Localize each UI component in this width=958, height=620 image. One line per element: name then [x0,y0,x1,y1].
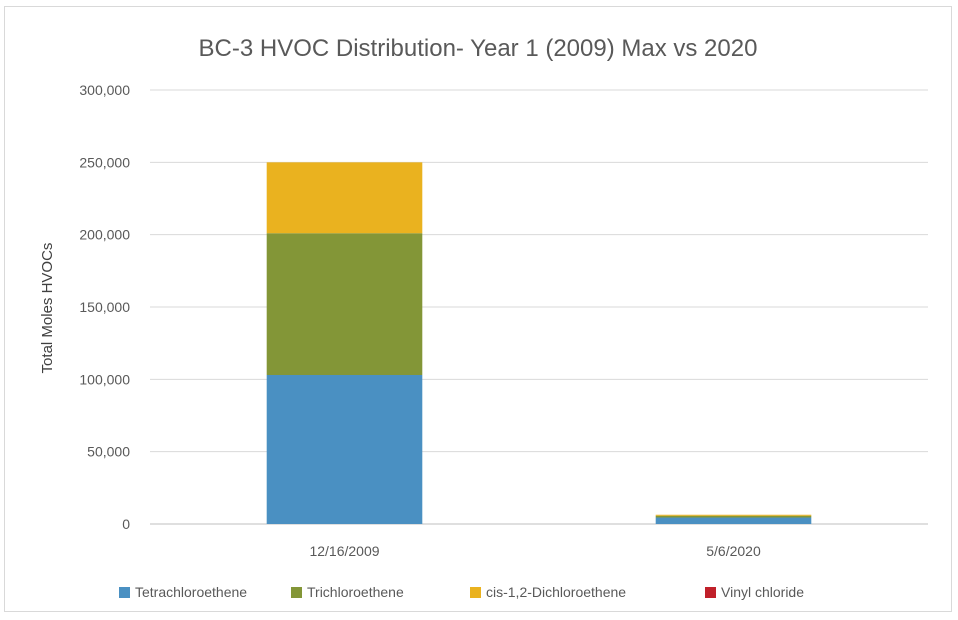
bar-segment [655,515,812,518]
bar-segment [266,233,423,375]
legend-entry: Tetrachloroethene [135,584,247,600]
y-tick-labels: 0 50,000 100,000 150,000 200,000 250,000 300,0… [79,82,130,532]
legend-swatch [291,587,302,598]
bar-segment [266,162,423,234]
y-tick-label: 250,000 [79,154,130,170]
legend-entry: cis-1,2-Dichloroethene [486,584,626,600]
y-tick-label: 200,000 [79,227,130,243]
legend-entry: Trichloroethene [307,584,404,600]
bar-segment [655,514,812,516]
bar-segment [655,517,812,524]
y-tick-label: 100,000 [79,371,130,387]
x-tick-label: 5/6/2020 [706,543,761,559]
y-tick-label: 50,000 [87,444,130,460]
y-tick-label: 150,000 [79,299,130,315]
chart-frame [4,6,952,612]
x-tick-label: 12/16/2009 [309,543,379,559]
x-tick-labels: 12/16/2009 5/6/2020 [309,543,760,559]
bars [266,162,812,524]
chart-title: BC-3 HVOC Distribution- Year 1 (2009) Ma… [199,35,758,62]
y-tick-label: 300,000 [79,82,130,98]
y-axis-label: Total Moles HVOCs [39,243,56,374]
legend-swatch [470,587,481,598]
bar-segment [266,374,423,524]
y-tick-label: 0 [122,516,130,532]
legend-swatch [119,587,130,598]
legend-swatch [705,587,716,598]
legend: Tetrachloroethene Trichloroethene cis-1,2-… [119,584,804,600]
legend-entry: Vinyl chloride [721,584,804,600]
